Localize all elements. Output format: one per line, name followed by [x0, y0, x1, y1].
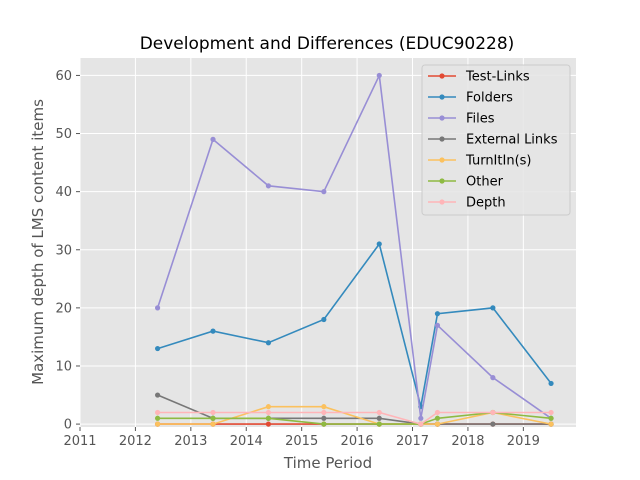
data-point-depth [418, 421, 424, 427]
x-tick-label: 2019 [507, 434, 540, 449]
data-point-turnitin-s [265, 404, 272, 410]
x-tick-label: 2012 [119, 434, 152, 449]
data-point-turnitin-s [210, 421, 216, 427]
series-depth [154, 409, 554, 427]
data-point-turnitin-s [154, 421, 161, 427]
data-point-external-links [321, 415, 327, 421]
data-point-depth [321, 409, 327, 416]
data-point-folders [265, 340, 272, 346]
data-point-depth [548, 409, 554, 416]
data-point-external-links [154, 392, 161, 398]
data-point-files [321, 189, 327, 195]
y-tick-label: 40 [55, 185, 72, 200]
data-point-folders [434, 311, 441, 317]
series-folders [154, 241, 554, 410]
data-point-other [265, 415, 272, 421]
y-tick-label: 20 [55, 301, 72, 316]
series-lines [154, 72, 554, 427]
x-tick-label: 2013 [174, 434, 207, 449]
legend-label-folders: Folders [466, 91, 513, 106]
data-point-depth [154, 409, 161, 416]
data-point-folders [490, 305, 496, 311]
data-point-folders [376, 241, 382, 247]
y-tick-label: 0 [64, 418, 72, 433]
legend-box [421, 64, 571, 216]
axis-ticks: 2011 2012 2013 2014 2015 2016 2017 2018 2019 0 10 2… [55, 69, 539, 449]
x-tick-label: 2014 [230, 434, 263, 449]
data-point-depth [434, 409, 441, 416]
legend-label-test-links: Test-Links [465, 70, 530, 85]
data-point-files [376, 72, 382, 79]
data-point-files [154, 305, 161, 311]
legend-marker-depth [439, 199, 445, 205]
data-point-other [434, 415, 441, 421]
data-point-depth [265, 409, 272, 416]
legend-marker-external-links [439, 136, 445, 142]
x-tick-label: 2015 [285, 434, 318, 449]
data-point-files [418, 415, 424, 421]
data-point-external-links [490, 421, 496, 427]
y-tick-label: 30 [55, 243, 72, 258]
data-point-files [265, 183, 272, 189]
legend-marker-turnitin-s [439, 157, 445, 163]
data-point-folders [548, 380, 554, 387]
legend-label-depth: Depth [466, 196, 506, 211]
x-tick-label: 2011 [63, 434, 96, 449]
legend: Test-Links Folders Files External Links Turn… [421, 64, 571, 216]
data-point-files [434, 322, 441, 328]
series-files [154, 72, 554, 421]
x-tick-label: 2018 [451, 434, 484, 449]
data-point-depth [376, 409, 382, 416]
legend-marker-folders [439, 94, 445, 100]
legend-marker-other [439, 178, 445, 184]
y-axis-label: Maximum depth of LMS content items [29, 99, 47, 385]
legend-label-files: Files [466, 112, 495, 127]
data-point-test-links [265, 421, 272, 427]
data-point-other [154, 415, 161, 421]
data-point-depth [490, 409, 496, 416]
x-axis-label: Time Period [283, 454, 372, 472]
data-point-folders [321, 316, 327, 323]
data-point-other [376, 421, 382, 427]
data-point-folders [154, 345, 161, 352]
y-tick-label: 10 [55, 359, 72, 374]
legend-marker-files [439, 115, 445, 121]
data-point-other [321, 421, 327, 427]
y-tick-label: 50 [55, 127, 72, 142]
x-tick-label: 2017 [396, 434, 429, 449]
data-point-other [548, 415, 554, 421]
data-point-files [490, 375, 496, 381]
data-point-files [210, 136, 216, 142]
legend-label-other: Other [466, 175, 504, 190]
legend-label-external-links: External Links [466, 133, 558, 148]
data-point-turnitin-s [434, 421, 441, 427]
chart-title: Development and Differences (EDUC90228) [140, 34, 515, 54]
x-tick-label: 2016 [341, 434, 374, 449]
data-point-depth [210, 409, 216, 416]
legend-marker-test-links [439, 73, 445, 79]
data-point-turnitin-s [548, 421, 554, 427]
data-point-external-links [376, 415, 382, 421]
y-tick-label: 60 [55, 69, 72, 84]
legend-label-turnitin-s: TurnItIn(s) [465, 154, 531, 169]
data-point-turnitin-s [321, 404, 327, 410]
data-point-other [210, 415, 216, 421]
data-point-folders [210, 328, 216, 334]
series-other [154, 409, 554, 427]
